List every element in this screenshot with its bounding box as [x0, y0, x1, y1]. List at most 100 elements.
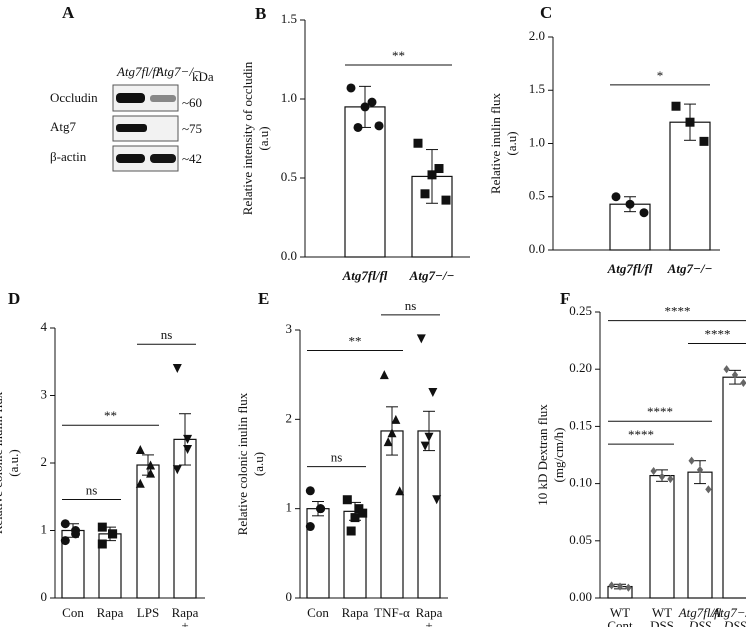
y-axis-label: Relative intensity of occludin: [240, 61, 255, 215]
point: [360, 102, 370, 112]
significance-label: ns: [86, 482, 98, 497]
point: [705, 485, 712, 494]
point: [391, 414, 401, 424]
x-tick-label: Cont: [607, 618, 633, 627]
point: [379, 370, 389, 380]
x-tick-label: Con: [62, 605, 84, 620]
point: [146, 468, 156, 478]
x-tick-label: DSS: [650, 618, 674, 627]
point: [616, 582, 624, 591]
point: [671, 101, 681, 111]
y-axis-label: Relative colonic inulin flux: [0, 391, 5, 534]
y-tick-label: 0.00: [569, 589, 592, 604]
point: [305, 486, 315, 496]
point: [387, 428, 397, 438]
y-axis-label: Relative inulin flux: [488, 92, 503, 194]
significance-label: **: [349, 334, 362, 349]
panel-label: B: [255, 4, 266, 23]
y-axis-label: (a.u): [251, 452, 266, 476]
point: [650, 466, 657, 476]
blot-size: ~42: [182, 151, 202, 166]
x-tick-label: Con: [307, 605, 329, 620]
point: [183, 445, 193, 454]
y-tick-label: 3: [41, 386, 48, 401]
blot-unit: kDa: [192, 69, 214, 84]
y-tick-label: 3: [286, 321, 293, 336]
blot-column: Atg7−/−: [155, 64, 202, 79]
point: [97, 522, 107, 532]
point: [146, 460, 156, 470]
point: [625, 583, 632, 592]
y-tick-label: 1: [41, 521, 48, 536]
significance-label: ns: [331, 450, 343, 465]
point: [416, 334, 426, 344]
point: [424, 432, 434, 442]
point: [60, 536, 70, 546]
x-tick-label: Rapa: [97, 605, 124, 620]
point: [383, 437, 393, 447]
y-axis-label: (a.u): [256, 126, 271, 150]
x-tick-label: Atg7fl/fl: [678, 605, 722, 620]
blot-row: Occludin: [50, 90, 98, 105]
point: [427, 170, 437, 180]
point: [441, 195, 451, 205]
x-tick-label: TNF-α: [374, 605, 410, 620]
point: [413, 138, 423, 148]
y-tick-label: 1.0: [281, 90, 297, 105]
x-tick-label: +: [425, 618, 432, 627]
y-axis-label: 10 kD Dextran flux: [535, 404, 550, 506]
point: [135, 445, 145, 454]
y-tick-label: 0.10: [569, 475, 592, 490]
x-tick-label: WT: [610, 605, 630, 620]
x-tick-label: +: [181, 618, 188, 627]
point: [639, 208, 649, 218]
x-tick-label: DSS: [723, 618, 746, 627]
point: [60, 519, 70, 529]
y-tick-label: 1.5: [281, 11, 297, 26]
y-axis-label: (a.u.): [6, 449, 21, 476]
y-tick-label: 2: [41, 454, 48, 469]
x-tick-label: Atg7−/−: [409, 268, 455, 283]
y-tick-label: 0.05: [569, 532, 592, 547]
significance-label: ns: [161, 327, 173, 342]
y-tick-label: 1.5: [529, 81, 545, 96]
point: [688, 456, 695, 465]
panel-label: E: [258, 289, 269, 308]
blot-row: Atg7: [50, 119, 77, 134]
point: [434, 164, 444, 174]
point: [97, 539, 107, 549]
point: [346, 83, 356, 93]
point: [374, 121, 384, 131]
blot-image: [112, 84, 179, 172]
point: [420, 441, 430, 451]
y-tick-label: 0: [286, 589, 293, 604]
point: [611, 192, 621, 202]
significance-label: *: [657, 68, 664, 83]
x-tick-label: LPS: [137, 605, 159, 620]
panel-label: D: [8, 289, 20, 308]
point: [358, 508, 368, 518]
blot-size: ~60: [182, 95, 202, 110]
x-tick-label: Atg7fl/fl: [607, 261, 653, 276]
panel-label: A: [62, 3, 75, 22]
blot-size: ~75: [182, 121, 202, 136]
y-tick-label: 0.15: [569, 417, 592, 432]
bar: [417, 430, 441, 599]
point: [723, 365, 730, 374]
point: [428, 388, 438, 398]
point: [420, 189, 430, 199]
x-tick-label: WT: [652, 605, 672, 620]
point: [432, 495, 442, 505]
panel-label: C: [540, 3, 552, 22]
bar: [380, 430, 404, 599]
x-tick-label: Rapa: [416, 605, 443, 620]
x-tick-label: Atg7−/−: [711, 605, 746, 620]
significance-label: ****: [628, 427, 654, 442]
y-tick-label: 0.5: [529, 188, 545, 203]
significance-label: ns: [405, 298, 417, 313]
point: [667, 474, 674, 484]
point: [135, 478, 145, 488]
y-tick-label: 0.25: [569, 303, 592, 318]
blot-row: β-actin: [50, 149, 87, 164]
